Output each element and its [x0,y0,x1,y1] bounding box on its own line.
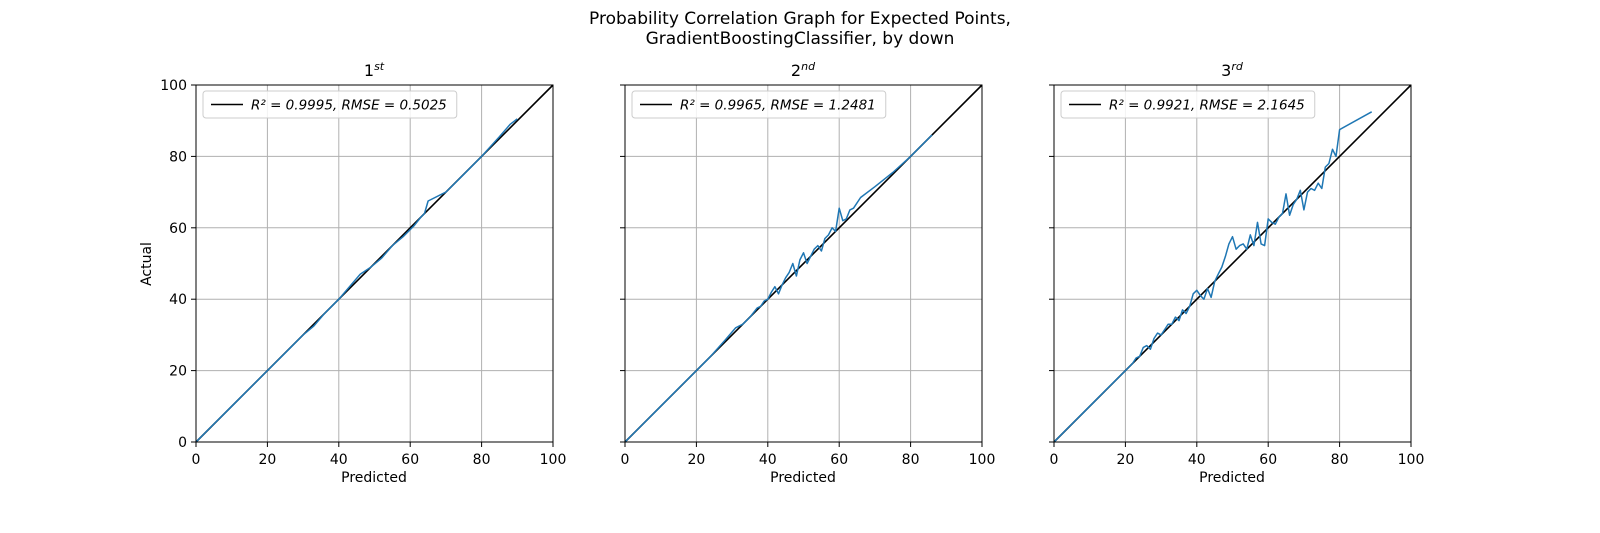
legend-box [631,90,887,119]
observed-line [624,134,933,443]
x-tick-label: 0 [192,452,201,468]
plot-area: 0 20 40 60 80 100 0 20 40 60 80 100 R² = 0.9995, RMS… [160,78,566,468]
x-tick-label: 60 [401,452,419,468]
figure-title-line-2: GradientBoostingClassifier, by down [646,29,955,49]
x-tick-label: 80 [902,452,920,468]
x-tick-label: 40 [330,452,348,468]
x-axis-label: Predicted [1199,470,1265,486]
observed-line [195,118,518,443]
x-tick-label: 40 [1188,452,1206,468]
x-tick-label: 20 [258,452,276,468]
legend-box [202,90,458,119]
y-tick-label: 20 [169,364,187,380]
subplot-title: 2nd [791,60,816,80]
y-tick-label: 40 [169,292,187,308]
subplot-title: 1st [364,60,385,80]
figure-title-line-1: Probability Correlation Graph for Expect… [589,9,1011,29]
axes-frame [624,84,983,443]
x-tick-label: 100 [1398,452,1425,468]
observed-line [1053,111,1373,443]
x-tick-label: 0 [621,452,630,468]
legend-box [1060,90,1316,119]
plot-area: 0 20 40 60 80 100 R² = 0.9921, RMSE = 2.1645 [1049,84,1425,468]
subplot-title: 3rd [1221,60,1244,80]
x-axis-label: Predicted [770,470,836,486]
x-tick-label: 80 [1331,452,1349,468]
y-tick-label: 80 [169,149,187,165]
x-axis-label: Predicted [341,470,407,486]
y-axis-label: Actual [139,242,155,286]
subplot-3rd-down: 3rd Predicted 0 20 40 60 80 100 R² = 0.9921, R… [1049,60,1424,486]
y-tick-label: 60 [169,221,187,237]
axes-frame [195,84,554,443]
y-tick-label: 0 [178,435,187,451]
legend-label: R² = 0.9965, RMSE = 1.2481 [680,98,876,114]
plot-area: 0 20 40 60 80 100 R² = 0.9965, RMSE = 1.2481 [620,84,996,468]
legend-label: R² = 0.9995, RMSE = 0.5025 [251,98,447,114]
x-tick-label: 80 [473,452,491,468]
subplot-1st-down: 1st Predicted Actual 0 20 40 60 80 100 0 20 40 60… [139,60,566,486]
x-tick-label: 40 [759,452,777,468]
x-tick-label: 20 [1116,452,1134,468]
subplot-2nd-down: 2nd Predicted 0 20 40 60 80 100 R² = 0.9965, R… [620,60,995,486]
x-tick-label: 100 [969,452,996,468]
x-tick-label: 20 [687,452,705,468]
x-tick-label: 60 [1259,452,1277,468]
x-tick-label: 100 [540,452,567,468]
y-tick-label: 100 [160,78,187,94]
axes-frame [1053,84,1412,443]
legend-label: R² = 0.9921, RMSE = 2.1645 [1109,98,1305,114]
x-tick-label: 60 [830,452,848,468]
x-tick-label: 0 [1050,452,1059,468]
